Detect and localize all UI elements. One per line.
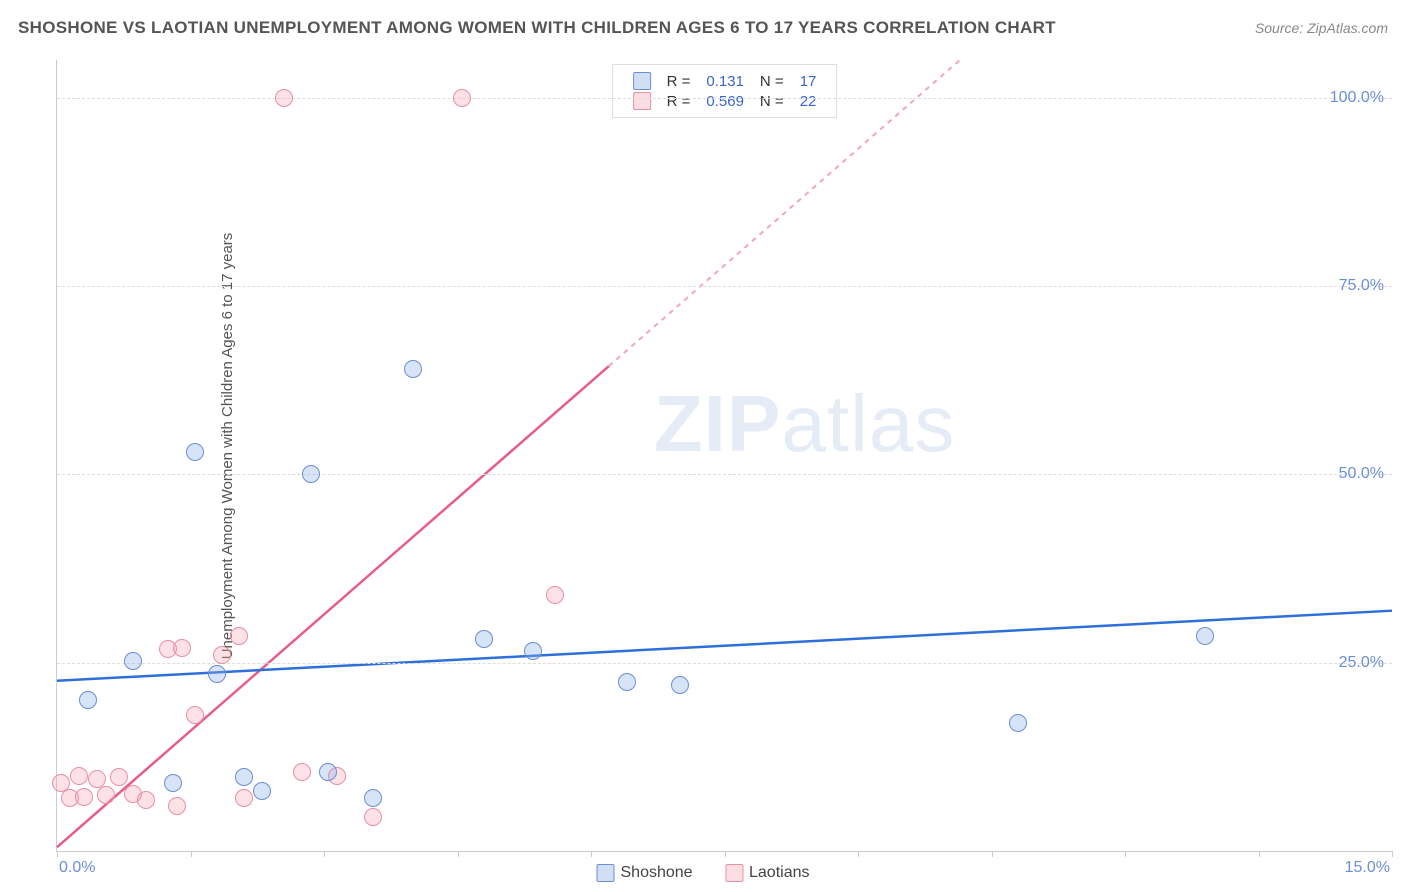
legend-row-shoshone: R = 0.131 N = 17 bbox=[625, 71, 825, 91]
data-marker bbox=[302, 465, 320, 483]
data-marker bbox=[137, 791, 155, 809]
data-marker bbox=[253, 782, 271, 800]
x-tick bbox=[191, 851, 192, 857]
n-label: N = bbox=[752, 71, 792, 91]
swatch-laotians-icon bbox=[633, 92, 651, 110]
data-marker bbox=[75, 788, 93, 806]
data-marker bbox=[235, 789, 253, 807]
y-tick-label: 50.0% bbox=[1339, 465, 1384, 483]
data-marker bbox=[546, 586, 564, 604]
r-value-laotians: 0.569 bbox=[698, 91, 752, 111]
y-tick-label: 100.0% bbox=[1330, 89, 1384, 107]
x-tick bbox=[458, 851, 459, 857]
data-marker bbox=[70, 767, 88, 785]
n-label: N = bbox=[752, 91, 792, 111]
data-marker bbox=[618, 673, 636, 691]
data-marker bbox=[110, 768, 128, 786]
data-marker bbox=[319, 763, 337, 781]
data-marker bbox=[208, 665, 226, 683]
n-value-laotians: 22 bbox=[792, 91, 825, 111]
r-label: R = bbox=[659, 71, 699, 91]
data-marker bbox=[164, 774, 182, 792]
data-marker bbox=[453, 89, 471, 107]
data-marker bbox=[364, 808, 382, 826]
legend-item-shoshone: Shoshone bbox=[596, 864, 697, 881]
x-tick-label: 0.0% bbox=[59, 859, 95, 877]
x-tick bbox=[1125, 851, 1126, 857]
data-marker bbox=[235, 768, 253, 786]
x-tick bbox=[1392, 851, 1393, 857]
legend-label-shoshone: Shoshone bbox=[620, 864, 692, 881]
x-tick bbox=[57, 851, 58, 857]
legend-label-laotians: Laotians bbox=[749, 864, 810, 881]
chart-title: SHOSHONE VS LAOTIAN UNEMPLOYMENT AMONG W… bbox=[18, 18, 1056, 38]
x-tick bbox=[858, 851, 859, 857]
r-value-shoshone: 0.131 bbox=[698, 71, 752, 91]
data-marker bbox=[524, 642, 542, 660]
data-marker bbox=[671, 676, 689, 694]
source-attribution: Source: ZipAtlas.com bbox=[1255, 20, 1388, 36]
x-tick bbox=[725, 851, 726, 857]
data-marker bbox=[213, 646, 231, 664]
data-marker bbox=[124, 652, 142, 670]
x-tick bbox=[1259, 851, 1260, 857]
x-tick-label: 15.0% bbox=[1345, 859, 1390, 877]
swatch-shoshone-icon bbox=[596, 864, 614, 882]
data-marker bbox=[79, 691, 97, 709]
series-legend: Shoshone Laotians bbox=[582, 864, 823, 882]
gridline bbox=[57, 474, 1392, 475]
legend-item-laotians: Laotians bbox=[725, 864, 810, 881]
data-marker bbox=[168, 797, 186, 815]
correlation-legend: R = 0.131 N = 17 R = 0.569 N = 22 bbox=[612, 64, 838, 118]
swatch-shoshone-icon bbox=[633, 72, 651, 90]
data-marker bbox=[1009, 714, 1027, 732]
legend-row-laotians: R = 0.569 N = 22 bbox=[625, 91, 825, 111]
y-tick-label: 75.0% bbox=[1339, 277, 1384, 295]
data-marker bbox=[97, 786, 115, 804]
data-marker bbox=[186, 706, 204, 724]
data-marker bbox=[186, 443, 204, 461]
gridline bbox=[57, 663, 1392, 664]
gridline bbox=[57, 286, 1392, 287]
r-label: R = bbox=[659, 91, 699, 111]
data-marker bbox=[1196, 627, 1214, 645]
plot-area: ZIPatlas R = 0.131 N = 17 R = 0.569 N = … bbox=[56, 60, 1392, 852]
n-value-shoshone: 17 bbox=[792, 71, 825, 91]
data-marker bbox=[475, 630, 493, 648]
data-marker bbox=[364, 789, 382, 807]
swatch-laotians-icon bbox=[725, 864, 743, 882]
x-tick bbox=[591, 851, 592, 857]
data-marker bbox=[230, 627, 248, 645]
data-marker bbox=[293, 763, 311, 781]
gridline bbox=[57, 98, 1392, 99]
x-tick bbox=[992, 851, 993, 857]
x-tick bbox=[324, 851, 325, 857]
data-marker bbox=[404, 360, 422, 378]
y-tick-label: 25.0% bbox=[1339, 654, 1384, 672]
data-marker bbox=[173, 639, 191, 657]
data-marker bbox=[275, 89, 293, 107]
trend-lines bbox=[57, 60, 1392, 851]
